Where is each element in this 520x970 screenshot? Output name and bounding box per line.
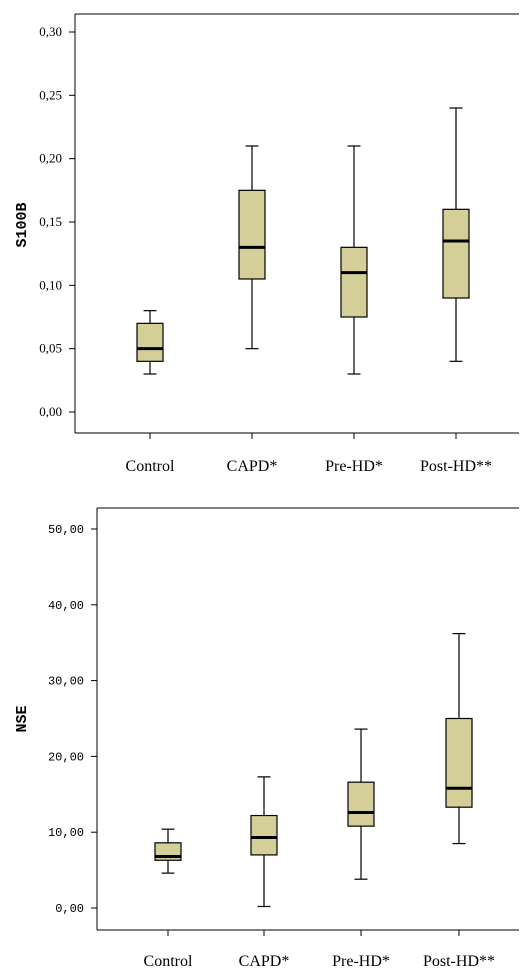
y-tick-label: 0,20 (39, 151, 62, 166)
box-capd- (238, 145, 266, 350)
box-iqr (445, 717, 473, 808)
box-iqr (442, 208, 470, 299)
box-post-hd- (445, 633, 473, 845)
x-tick-label: Control (144, 953, 193, 970)
x-tick-label: Post-HD** (423, 953, 495, 970)
chart-panel-1: 0,00 0,05 0,10 0,15 0,20 0,25 0,30 S100B Control… (14, 13, 519, 475)
box-capd- (250, 776, 278, 908)
y-tick-label: 20,00 (48, 750, 84, 764)
x-tick-label: Pre-HD* (332, 953, 390, 970)
box-iqr (238, 189, 266, 280)
box-control (154, 828, 182, 874)
box-post-hd- (442, 107, 470, 362)
y-axis-label: S100B (14, 202, 31, 247)
y-tick-label: 10,00 (48, 826, 84, 840)
box-pre-hd- (347, 728, 375, 880)
box-pre-hd- (340, 145, 368, 375)
box-iqr (136, 322, 164, 362)
box-control (136, 310, 164, 375)
box-iqr (347, 781, 375, 827)
box-iqr (340, 246, 368, 318)
y-tick-label: 40,00 (48, 599, 84, 613)
x-tick-label: CAPD* (239, 953, 290, 970)
y-tick-label: 0,00 (39, 404, 62, 419)
y-tick-label: 50,00 (48, 523, 84, 537)
y-tick-label: 0,00 (55, 902, 84, 916)
x-tick-label: Control (126, 458, 175, 475)
chart-panel-2: 0,00 10,00 20,00 30,00 40,00 50,00 NSE Control C… (14, 507, 519, 970)
y-tick-label: 30,00 (48, 675, 84, 689)
box-iqr (250, 814, 278, 856)
y-tick-label: 0,25 (39, 87, 62, 102)
x-tick-label: CAPD* (227, 458, 278, 475)
y-axis-label: NSE (14, 705, 31, 732)
y-tick-label: 0,05 (39, 341, 62, 356)
x-tick-label: Pre-HD* (325, 458, 383, 475)
y-tick-label: 0,10 (39, 277, 62, 292)
x-tick-label: Post-HD** (420, 458, 492, 475)
y-tick-label: 0,30 (39, 24, 62, 39)
y-tick-label: 0,15 (39, 214, 62, 229)
